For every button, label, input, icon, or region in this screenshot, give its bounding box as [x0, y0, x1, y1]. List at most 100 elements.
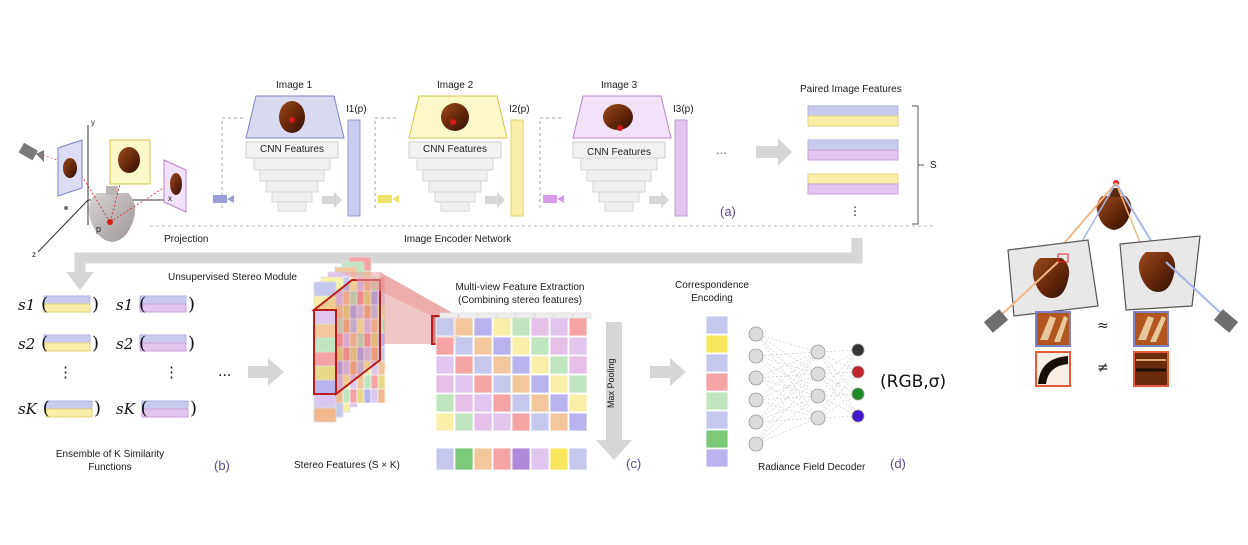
pooled-cell: [454, 447, 474, 471]
sim-s2-left: s2 (: [18, 333, 48, 354]
grid-cell: [511, 374, 531, 394]
grid-cell: [511, 412, 531, 432]
grid-cell: [454, 412, 474, 432]
grid-cell: [473, 393, 493, 413]
stereo-side-cell: [377, 360, 386, 376]
pooled-cell: [492, 447, 512, 471]
camera-icon: [18, 142, 44, 162]
camera-icon: [983, 309, 1009, 333]
grid-cell: [473, 336, 493, 356]
grid-cell: [473, 374, 493, 394]
stereo-cell: [313, 365, 337, 381]
grid-cell: [530, 374, 550, 394]
paren-close: ): [188, 294, 196, 315]
cnn-label-1: CNN Features: [260, 144, 324, 155]
tag-c: (c): [626, 456, 642, 471]
similarity-functions: [43, 295, 189, 418]
grid-cell: [454, 374, 474, 394]
encoding-cell: [705, 353, 729, 373]
scene-3d: [18, 125, 187, 253]
grid-cell: [549, 355, 569, 375]
grid-cell: [549, 374, 569, 394]
image-3-title: Image 3: [601, 80, 638, 91]
nn-node: [748, 414, 764, 430]
stereo-cell: [313, 379, 337, 395]
pooled-cell: [549, 447, 569, 471]
stereo-side-cell: [370, 374, 379, 390]
grid-cell: [473, 412, 493, 432]
grid-top: [534, 312, 554, 319]
grid-cell: [454, 355, 474, 375]
max-pooling-label: Max Pooling: [606, 358, 616, 408]
grid-cell: [435, 393, 455, 413]
tag-a: (a): [720, 204, 736, 219]
grid-cell: [568, 336, 588, 356]
image-2-title: Image 2: [437, 80, 474, 91]
ensemble-label: Ensemble of K Similarity Functions: [55, 449, 165, 473]
encoder-ellipsis: ...: [716, 142, 727, 157]
grid-cell: [492, 317, 512, 337]
grid-top: [553, 312, 573, 319]
stereo-cell: [313, 309, 337, 325]
paren-close: ): [92, 294, 100, 315]
nn-node: [810, 388, 826, 404]
grid-top: [439, 312, 459, 319]
grid-cell: [435, 317, 455, 337]
arrow-to-stereo: [248, 358, 284, 386]
feature-label-2: I2(p): [509, 104, 530, 115]
grid-cell: [454, 317, 474, 337]
camera-icon: [543, 195, 564, 203]
s-label: S: [930, 160, 937, 171]
encoding-cell: [705, 372, 729, 392]
scene-vase: [88, 193, 136, 242]
grid-cell: [492, 393, 512, 413]
stereo-cell: [313, 393, 337, 409]
axis-z: z: [32, 250, 36, 259]
paired-features-title: Paired Image Features: [800, 84, 902, 95]
arrow-to-paired: [756, 138, 792, 166]
stereo-cell: [313, 337, 337, 353]
output-node: [851, 365, 865, 379]
axis-p: p: [96, 224, 102, 234]
nn-node: [810, 366, 826, 382]
grid-cell: [492, 355, 512, 375]
encoder-network-label: Image Encoder Network: [404, 234, 512, 245]
grid-top: [515, 312, 535, 319]
paren-close: ): [92, 333, 100, 354]
stereo-side-cell: [370, 388, 379, 404]
nn-node: [748, 436, 764, 452]
output-node: [851, 387, 865, 401]
stereo-side-cell: [363, 374, 372, 390]
nn-node: [748, 348, 764, 364]
mvfe-title: Multi-view Feature Extraction: [455, 282, 585, 293]
feature-label-3: I3(p): [673, 104, 694, 115]
encoder-1: [245, 95, 361, 217]
stereo-side-cell: [342, 388, 351, 404]
pooled-cell: [473, 447, 493, 471]
grid-cell: [492, 374, 512, 394]
sim-s1-left: s1 (: [18, 294, 48, 315]
grid-cell: [568, 393, 588, 413]
nn-node: [748, 326, 764, 342]
correspondence-encoding-column: [705, 315, 729, 468]
paired-features: [807, 105, 924, 225]
encoder-3: [572, 95, 688, 217]
grid-cell: [492, 336, 512, 356]
encoding-cell: [705, 448, 729, 468]
axis-y: y: [91, 118, 95, 127]
grid-top: [458, 312, 478, 319]
grid-cell: [454, 336, 474, 356]
output-node: [851, 343, 865, 357]
stereo-side-cell: [349, 388, 358, 404]
feature-label-1: I1(p): [346, 104, 367, 115]
tag-d: (d): [890, 456, 906, 471]
grid-cell: [435, 374, 455, 394]
radiance-field-decoder-net: [748, 326, 865, 452]
encoding-cell: [705, 334, 729, 354]
tag-b: (b): [214, 458, 230, 473]
paren-close: ): [94, 398, 102, 419]
stereo-ellipsis: ...: [218, 364, 232, 380]
grid-cell: [473, 317, 493, 337]
